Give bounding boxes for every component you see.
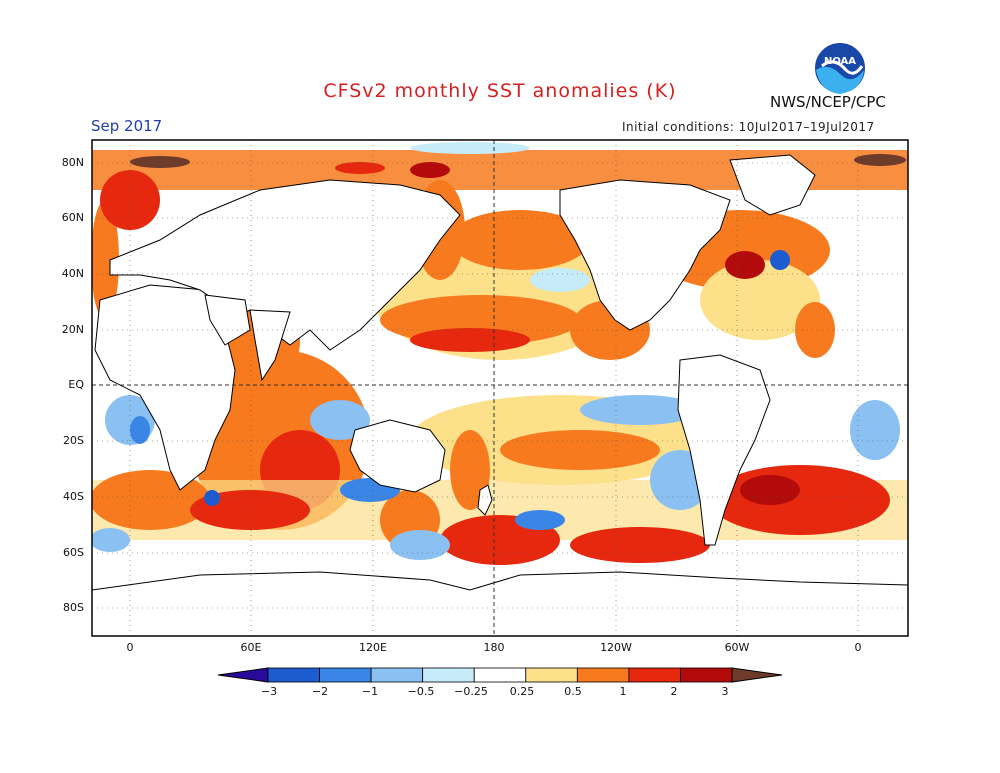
lat-label: 80N xyxy=(61,156,84,169)
lat-label: 80S xyxy=(63,601,84,614)
initial-conditions: Initial conditions: 10Jul2017–19Jul2017 xyxy=(622,120,875,134)
colorbar-segment xyxy=(576,667,630,683)
lat-label: 60S xyxy=(63,546,84,559)
colorbar-label: 0.5 xyxy=(564,685,582,698)
map-title: CFSv2 monthly SST anomalies (K) xyxy=(323,80,677,102)
colorbar-segment xyxy=(473,667,527,683)
colorbar-label: −2 xyxy=(311,685,329,698)
svg-text:NOAA: NOAA xyxy=(824,56,856,67)
colorbar-label: −1 xyxy=(361,685,379,698)
colorbar-label: −3 xyxy=(260,685,278,698)
grid-lines xyxy=(92,140,908,636)
lon-label: 0 xyxy=(854,641,862,654)
colorbar-label: 0.25 xyxy=(509,685,535,698)
colorbar-label: 1 xyxy=(619,685,627,698)
colorbar-label: −0.5 xyxy=(407,685,435,698)
lon-label: 120W xyxy=(600,641,632,654)
forecast-period: Sep 2017 xyxy=(91,117,163,135)
lat-label: 20N xyxy=(61,323,84,336)
colorbar-extend-high xyxy=(731,667,783,683)
colorbar-label: 3 xyxy=(721,685,729,698)
colorbar xyxy=(217,667,783,683)
colorbar-extend-low xyxy=(217,667,269,683)
noaa-logo-icon: NOAA xyxy=(812,40,868,96)
lat-label: 20S xyxy=(63,434,84,447)
colorbar-segment xyxy=(319,667,372,683)
agency-label: NWS/NCEP/CPC xyxy=(770,93,886,111)
colorbar-segment xyxy=(680,667,733,683)
colorbar-segment xyxy=(267,667,320,683)
colorbar-segment xyxy=(525,667,578,683)
colorbar-segment xyxy=(628,667,681,683)
colorbar-segment xyxy=(422,667,475,683)
colorbar-label: −0.25 xyxy=(454,685,488,698)
colorbar-label: 2 xyxy=(670,685,678,698)
lon-label: 60W xyxy=(724,641,750,654)
lon-label: 60E xyxy=(240,641,262,654)
lat-label: 40S xyxy=(63,490,84,503)
map-frame xyxy=(91,139,909,637)
lat-label: 60N xyxy=(61,211,84,224)
continents xyxy=(92,154,908,636)
lon-label: 0 xyxy=(126,641,134,654)
lon-label: 180 xyxy=(483,641,505,654)
colorbar-segment xyxy=(370,667,424,683)
lon-label: 120E xyxy=(359,641,387,654)
reference-lines xyxy=(92,140,908,636)
lat-label: EQ xyxy=(68,378,84,391)
lat-label: 40N xyxy=(61,267,84,280)
